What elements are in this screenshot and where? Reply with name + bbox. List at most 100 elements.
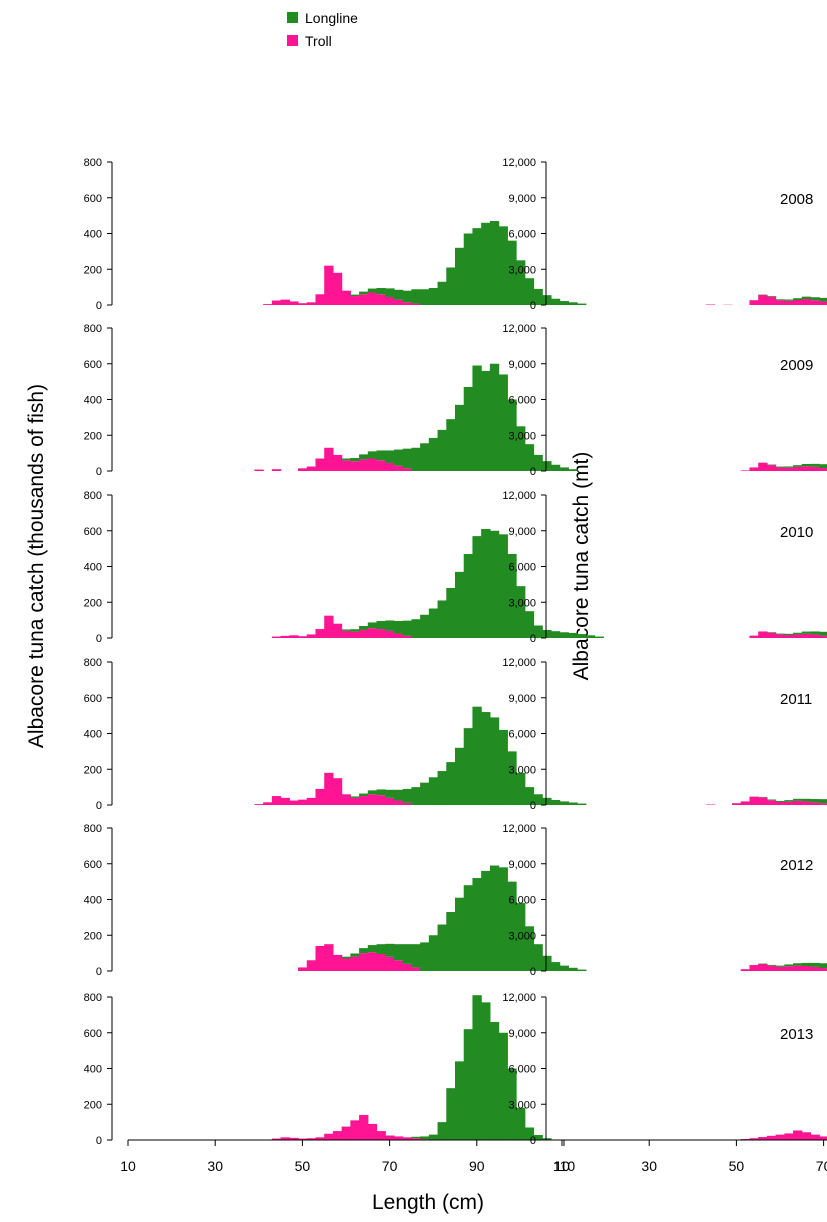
bar-longline-110 — [559, 467, 569, 471]
bar-longline-72 — [393, 449, 404, 466]
bar-longline-64 — [359, 793, 369, 797]
bar-longline-66 — [367, 288, 378, 293]
bar-troll-68 — [810, 466, 820, 471]
bar-longline-86 — [455, 571, 465, 638]
bar-longline-90 — [472, 995, 482, 1140]
bar-longline-70 — [819, 963, 827, 969]
y-tick-label: 800 — [84, 490, 102, 502]
y-tick-label: 3,000 — [508, 597, 536, 609]
y-tick-label: 200 — [84, 1099, 102, 1111]
bar-troll-68 — [810, 966, 820, 971]
bar-longline-76 — [411, 619, 421, 638]
bar-longline-58 — [766, 296, 777, 297]
bar-longline-96 — [498, 729, 508, 805]
bar-troll-70 — [819, 968, 827, 971]
panel-2009: 0 200 400 600 800 0 3,000 6,000 9,000 12,000 2009 — [84, 323, 827, 478]
y-tick-label: 3,000 — [508, 264, 536, 276]
bar-longline-68 — [376, 288, 386, 295]
bar-longline-96 — [498, 867, 508, 971]
bar-longline-82 — [437, 924, 447, 971]
bar-longline-84 — [446, 419, 456, 471]
bar-longline-104 — [533, 625, 543, 638]
bar-longline-84 — [446, 267, 456, 305]
bar-longline-110 — [559, 965, 569, 971]
bar-longline-76 — [411, 447, 421, 471]
bar-longline-82 — [437, 771, 447, 805]
bar-longline-60 — [775, 800, 785, 803]
legend-swatch-longline — [287, 12, 298, 23]
bar-troll-64 — [793, 1130, 803, 1140]
bar-longline-94 — [489, 717, 500, 805]
bar-longline-112 — [568, 802, 578, 805]
bar-longline-114 — [577, 803, 587, 805]
bar-troll-60 — [341, 460, 351, 471]
bar-longline-80 — [428, 437, 439, 471]
bar-longline-70 — [385, 943, 395, 957]
bar-troll-70 — [819, 301, 827, 305]
bar-longline-70 — [819, 799, 827, 804]
legend: Longline Troll — [287, 10, 358, 49]
bar-troll-40 — [254, 804, 264, 805]
bar-troll-64 — [359, 953, 369, 971]
bar-troll-58 — [332, 954, 343, 971]
panel-2011-right: 0 3,000 6,000 9,000 12,000 2011 — [502, 657, 827, 812]
y-tick-label: 600 — [84, 526, 102, 538]
bar-longline-84 — [446, 762, 456, 805]
bar-troll-52 — [740, 969, 751, 971]
bar-troll-58 — [766, 800, 777, 805]
bar-troll-54 — [315, 945, 325, 971]
bar-longline-58 — [766, 799, 777, 801]
bar-troll-56 — [758, 1137, 768, 1140]
bar-longline-70 — [385, 620, 395, 631]
bar-troll-74 — [402, 468, 412, 471]
y-tick-label: 3,000 — [508, 930, 536, 942]
bar-troll-68 — [376, 629, 386, 638]
bar-troll-66 — [801, 801, 812, 805]
bar-longline-98 — [507, 751, 517, 805]
bar-longline-66 — [801, 463, 812, 467]
y-tick-label: 0 — [96, 1135, 102, 1147]
bar-troll-62 — [784, 300, 794, 305]
bar-troll-54 — [749, 965, 759, 971]
bar-troll-64 — [793, 965, 803, 971]
bar-troll-42 — [263, 304, 273, 305]
x-axis-title: Length (cm) — [372, 1191, 484, 1214]
bar-troll-50 — [732, 803, 742, 805]
bar-troll-56 — [324, 1133, 334, 1140]
bar-longline-102 — [524, 278, 535, 305]
bar-troll-70 — [819, 803, 827, 805]
bar-longline-70 — [385, 450, 395, 463]
bar-troll-64 — [359, 459, 369, 471]
y-tick-label: 9,000 — [508, 359, 536, 371]
y-tick-label: 12,000 — [502, 823, 536, 835]
x-tick-label: 50 — [295, 1158, 311, 1174]
panel-2010-left: 0 200 400 600 800 — [84, 490, 604, 645]
bar-troll-74 — [402, 302, 412, 305]
bar-troll-52 — [306, 302, 317, 305]
bar-longline-78 — [420, 443, 430, 471]
bar-longline-114 — [577, 969, 587, 971]
bar-longline-76 — [411, 944, 421, 968]
bar-troll-70 — [819, 1136, 827, 1140]
bar-troll-58 — [332, 272, 343, 305]
bar-troll-50 — [298, 468, 308, 471]
bar-troll-58 — [332, 454, 343, 471]
bar-troll-74 — [402, 1137, 412, 1140]
bar-longline-88 — [463, 885, 474, 971]
bar-troll-50 — [298, 1138, 308, 1140]
bar-longline-116 — [585, 635, 596, 638]
y-tick-label: 0 — [96, 966, 102, 978]
bar-longline-80 — [428, 777, 439, 805]
bar-longline-70 — [385, 789, 395, 798]
bar-troll-60 — [775, 802, 785, 805]
bar-longline-64 — [793, 632, 803, 635]
bar-troll-60 — [341, 794, 351, 805]
y-tick-label: 9,000 — [508, 526, 536, 538]
bar-troll-50 — [298, 967, 308, 971]
bar-longline-80 — [428, 608, 439, 638]
bar-longline-90 — [472, 706, 482, 805]
bar-longline-90 — [472, 878, 482, 971]
y-tick-label: 800 — [84, 823, 102, 835]
y-tick-label: 0 — [530, 300, 536, 312]
bar-troll-44 — [271, 469, 282, 471]
